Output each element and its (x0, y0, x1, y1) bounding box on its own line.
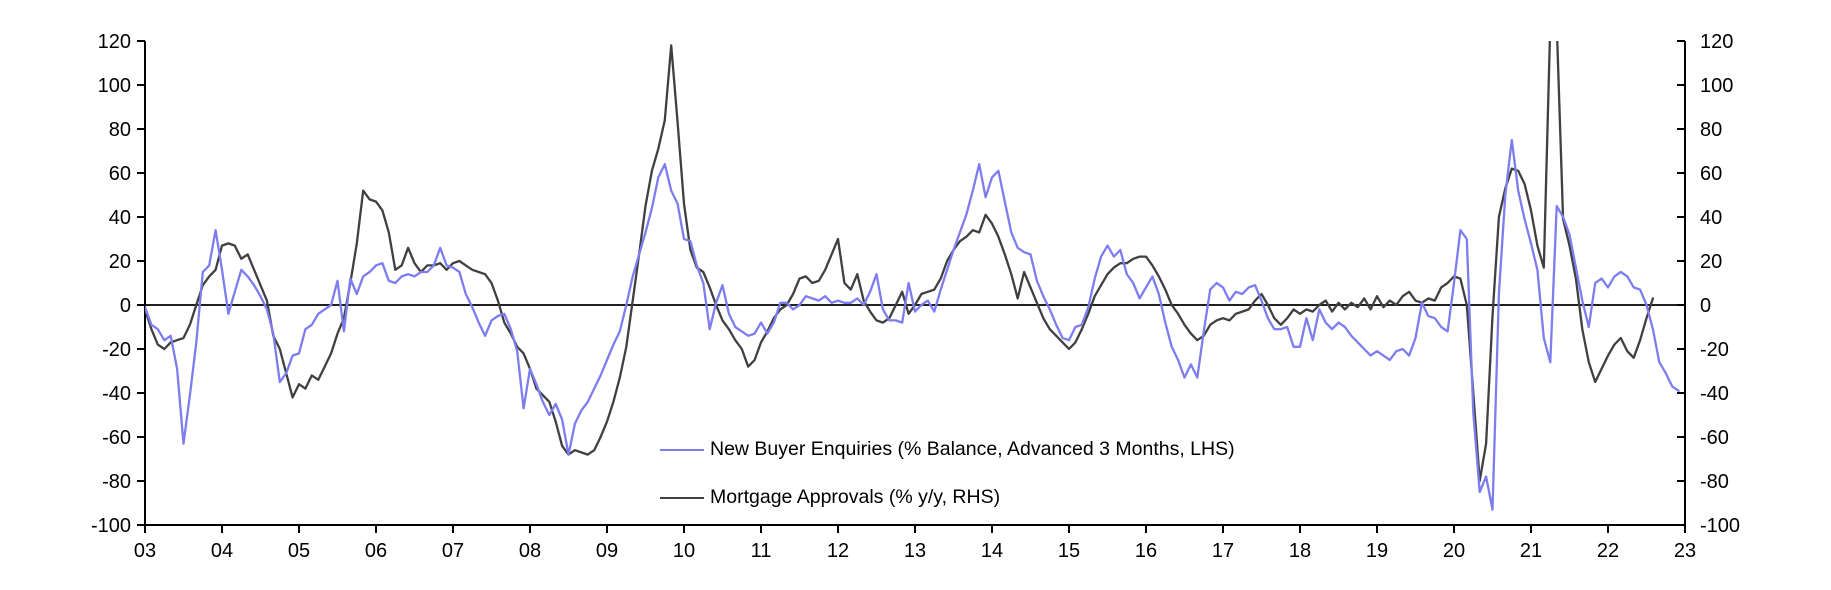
svg-text:14: 14 (981, 540, 1003, 562)
svg-text:100: 100 (98, 75, 131, 97)
svg-text:20: 20 (109, 251, 131, 273)
svg-text:18: 18 (1289, 540, 1311, 562)
svg-text:15: 15 (1058, 540, 1080, 562)
new-buyer-enquiries-legend-swatch (660, 448, 704, 451)
mortgage-approvals-legend-label: Mortgage Approvals (% y/y, RHS) (710, 486, 1001, 508)
svg-text:120: 120 (98, 31, 131, 53)
svg-text:20: 20 (1443, 540, 1465, 562)
new-buyer-enquiries-line (145, 138, 1680, 511)
svg-text:-20: -20 (102, 339, 131, 361)
axis-ticks (137, 40, 1686, 533)
legend-item-mortgage-approvals: Mortgage Approvals (% y/y, RHS) (660, 486, 1000, 509)
svg-text:17: 17 (1212, 540, 1234, 562)
svg-text:-40: -40 (102, 383, 131, 405)
svg-text:05: 05 (288, 540, 310, 562)
legend-item-new-buyer-enquiries: New Buyer Enquiries (% Balance, Advanced… (660, 438, 1235, 461)
mortgage-approvals-legend-swatch (660, 496, 704, 499)
svg-text:12: 12 (827, 540, 849, 562)
series-lines (145, 41, 1680, 511)
svg-text:06: 06 (365, 540, 387, 562)
svg-text:07: 07 (442, 540, 464, 562)
svg-text:0: 0 (120, 295, 131, 317)
axis-tick-labels: 120 120 100 100 80 80 60 60 40 40 20 20 0 0 -20 -20 -40 -… (91, 31, 1740, 562)
svg-text:23: 23 (1674, 540, 1696, 562)
svg-text:-20: -20 (1700, 339, 1729, 361)
svg-text:08: 08 (519, 540, 541, 562)
mortgage-approvals-line (145, 41, 1655, 483)
svg-text:0: 0 (1700, 295, 1711, 317)
svg-text:-100: -100 (91, 515, 131, 537)
svg-text:19: 19 (1366, 540, 1388, 562)
svg-text:10: 10 (673, 540, 695, 562)
svg-text:40: 40 (1700, 207, 1722, 229)
svg-text:16: 16 (1135, 540, 1157, 562)
svg-text:20: 20 (1700, 251, 1722, 273)
svg-text:60: 60 (109, 163, 131, 185)
svg-text:60: 60 (1700, 163, 1722, 185)
svg-text:04: 04 (211, 540, 233, 562)
svg-text:21: 21 (1520, 540, 1542, 562)
svg-text:80: 80 (1700, 119, 1722, 141)
svg-text:-80: -80 (102, 471, 131, 493)
svg-text:-40: -40 (1700, 383, 1729, 405)
svg-text:11: 11 (751, 540, 772, 562)
svg-text:80: 80 (109, 119, 131, 141)
svg-text:13: 13 (904, 540, 926, 562)
svg-text:-60: -60 (1700, 427, 1729, 449)
svg-text:120: 120 (1700, 31, 1733, 53)
svg-text:03: 03 (134, 540, 156, 562)
svg-text:-100: -100 (1700, 515, 1740, 537)
svg-text:100: 100 (1700, 75, 1733, 97)
svg-text:-60: -60 (102, 427, 131, 449)
svg-text:40: 40 (109, 207, 131, 229)
svg-text:22: 22 (1597, 540, 1619, 562)
svg-text:09: 09 (596, 540, 618, 562)
svg-text:-80: -80 (1700, 471, 1729, 493)
new-buyer-enquiries-legend-label: New Buyer Enquiries (% Balance, Advanced… (710, 438, 1235, 460)
